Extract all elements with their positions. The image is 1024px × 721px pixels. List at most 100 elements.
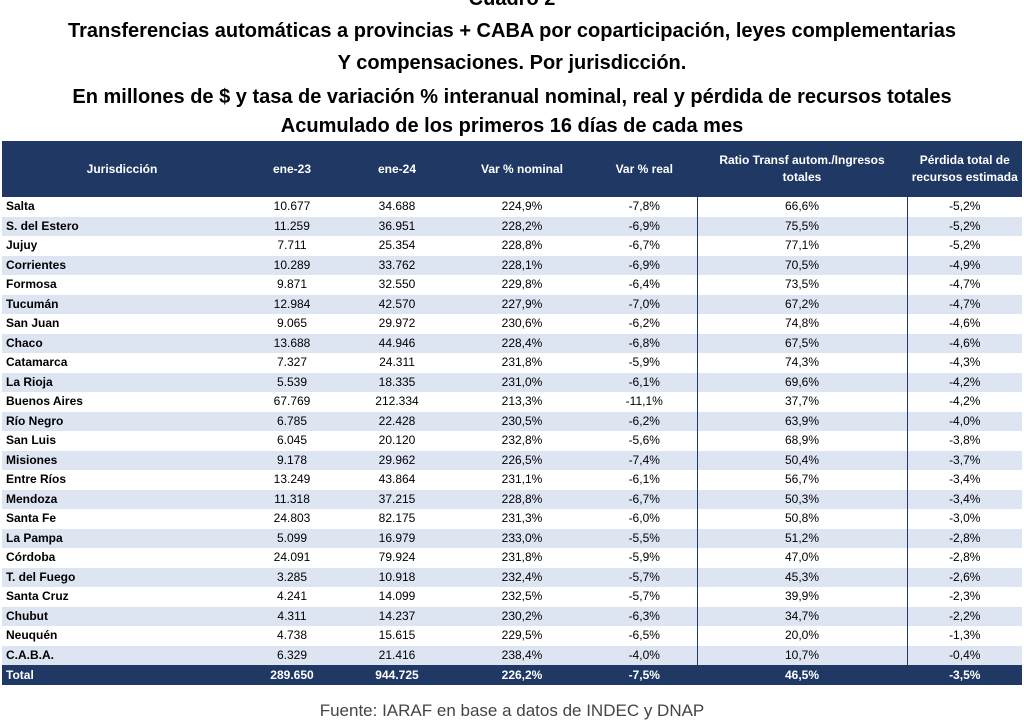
ene-23-cell: 67.769	[242, 392, 342, 412]
var-nominal-cell: 227,9%	[452, 294, 592, 314]
perdida-cell: -2,3%	[906, 587, 1022, 607]
transfers-table: Jurisdicción ene-23 ene-24 Var % nominal…	[2, 141, 1022, 685]
ene-23-cell: 5.539	[242, 372, 342, 392]
var-real-cell: -6,9%	[592, 216, 697, 236]
perdida-cell: -4,3%	[906, 353, 1022, 373]
var-real-cell: -6,7%	[592, 489, 697, 509]
ene-24-cell: 32.550	[342, 275, 452, 295]
ratio-cell: 56,7%	[696, 470, 907, 490]
var-real-cell: -5,6%	[592, 431, 697, 451]
var-nominal-cell: 238,4%	[452, 645, 592, 665]
perdida-cell: -0,4%	[906, 645, 1022, 665]
ene-24-cell: 33.762	[342, 255, 452, 275]
jurisdiction-cell: Chaco	[2, 333, 242, 353]
ene-24-cell: 36.951	[342, 216, 452, 236]
perdida-cell: -5,2%	[906, 236, 1022, 256]
ene-23-cell: 9.065	[242, 314, 342, 334]
perdida-cell: -3,4%	[906, 489, 1022, 509]
table-row: Santa Fe 24.803 82.175 231,3% -6,0% 50,8% -3,0…	[2, 509, 1022, 529]
table-row: Jujuy 7.711 25.354 228,8% -6,7% 77,1% -5,2%	[2, 236, 1022, 256]
table-row: Chaco 13.688 44.946 228,4% -6,8% 67,5% -4,6%	[2, 333, 1022, 353]
var-real-cell: -5,7%	[592, 567, 697, 587]
var-real-cell: -6,2%	[592, 411, 697, 431]
table-caption: Cuadro 2	[0, 0, 1024, 10]
ratio-cell: 74,3%	[696, 353, 907, 373]
ratio-cell: 51,2%	[696, 528, 907, 548]
col-header-var-nominal: Var % nominal	[452, 141, 592, 197]
total-cell: -7,5%	[592, 665, 697, 685]
ratio-cell: 75,5%	[696, 216, 907, 236]
total-cell: -3,5%	[906, 665, 1022, 685]
var-nominal-cell: 230,2%	[452, 606, 592, 626]
table-row: T. del Fuego 3.285 10.918 232,4% -5,7% 45,3% -…	[2, 567, 1022, 587]
jurisdiction-cell: San Juan	[2, 314, 242, 334]
total-cell: 226,2%	[452, 665, 592, 685]
perdida-cell: -4,7%	[906, 275, 1022, 295]
ene-23-cell: 11.318	[242, 489, 342, 509]
jurisdiction-cell: La Pampa	[2, 528, 242, 548]
ene-23-cell: 9.871	[242, 275, 342, 295]
table-row: San Juan 9.065 29.972 230,6% -6,2% 74,8% -4,6%	[2, 314, 1022, 334]
table-row: La Pampa 5.099 16.979 233,0% -5,5% 51,2% -2,8%	[2, 528, 1022, 548]
ene-23-cell: 4.241	[242, 587, 342, 607]
var-real-cell: -7,8%	[592, 197, 697, 217]
var-nominal-cell: 231,1%	[452, 470, 592, 490]
ene-23-cell: 10.289	[242, 255, 342, 275]
ene-24-cell: 10.918	[342, 567, 452, 587]
jurisdiction-cell: Santa Fe	[2, 509, 242, 529]
table-row: Río Negro 6.785 22.428 230,5% -6,2% 63,9% -4,0…	[2, 411, 1022, 431]
ene-24-cell: 43.864	[342, 470, 452, 490]
ratio-cell: 45,3%	[696, 567, 907, 587]
ratio-cell: 63,9%	[696, 411, 907, 431]
jurisdiction-cell: Córdoba	[2, 548, 242, 568]
var-nominal-cell: 232,8%	[452, 431, 592, 451]
ene-23-cell: 11.259	[242, 216, 342, 236]
title-line-4: Acumulado de los primeros 16 días de cad…	[280, 115, 744, 137]
jurisdiction-cell: Catamarca	[2, 353, 242, 373]
source-note: Fuente: IARAF en base a datos de INDEC y…	[319, 701, 705, 720]
ene-23-cell: 7.327	[242, 353, 342, 373]
perdida-cell: -3,8%	[906, 431, 1022, 451]
title-line-3: En millones de $ y tasa de variación % i…	[72, 86, 952, 108]
ene-23-cell: 6.045	[242, 431, 342, 451]
ratio-cell: 67,2%	[696, 294, 907, 314]
table-row: C.A.B.A. 6.329 21.416 238,4% -4,0% 10,7% -0,4%	[2, 645, 1022, 665]
jurisdiction-cell: S. del Estero	[2, 216, 242, 236]
table-row: Buenos Aires 67.769 212.334 213,3% -11,1% 37,…	[2, 392, 1022, 412]
table-row: Misiones 9.178 29.962 226,5% -7,4% 50,4% -3,7%	[2, 450, 1022, 470]
perdida-cell: -4,2%	[906, 392, 1022, 412]
var-nominal-cell: 224,9%	[452, 197, 592, 217]
table-row: Catamarca 7.327 24.311 231,8% -5,9% 74,3% -4,3…	[2, 353, 1022, 373]
jurisdiction-cell: Neuquén	[2, 626, 242, 646]
ene-23-cell: 5.099	[242, 528, 342, 548]
header-row: Jurisdicción ene-23 ene-24 Var % nominal…	[2, 141, 1022, 197]
var-nominal-cell: 231,8%	[452, 548, 592, 568]
ene-24-cell: 20.120	[342, 431, 452, 451]
ratio-cell: 39,9%	[696, 587, 907, 607]
perdida-cell: -5,2%	[906, 216, 1022, 236]
perdida-cell: -5,2%	[906, 197, 1022, 217]
perdida-cell: -2,2%	[906, 606, 1022, 626]
ratio-cell: 47,0%	[696, 548, 907, 568]
ratio-cell: 74,8%	[696, 314, 907, 334]
ene-23-cell: 24.091	[242, 548, 342, 568]
ene-24-cell: 16.979	[342, 528, 452, 548]
jurisdiction-cell: C.A.B.A.	[2, 645, 242, 665]
ene-23-cell: 3.285	[242, 567, 342, 587]
ene-23-cell: 4.738	[242, 626, 342, 646]
ene-23-cell: 9.178	[242, 450, 342, 470]
jurisdiction-cell: Jujuy	[2, 236, 242, 256]
var-real-cell: -6,5%	[592, 626, 697, 646]
perdida-cell: -3,7%	[906, 450, 1022, 470]
jurisdiction-cell: Chubut	[2, 606, 242, 626]
table-row: Salta 10.677 34.688 224,9% -7,8% 66,6% -5,2%	[2, 197, 1022, 217]
table-row: Córdoba 24.091 79.924 231,8% -5,9% 47,0% -2,8%	[2, 548, 1022, 568]
ratio-cell: 73,5%	[696, 275, 907, 295]
ene-24-cell: 15.615	[342, 626, 452, 646]
table-row: Corrientes 10.289 33.762 228,1% -6,9% 70,5% -4…	[2, 255, 1022, 275]
col-header-jurisdiccion: Jurisdicción	[2, 141, 242, 197]
var-real-cell: -6,9%	[592, 255, 697, 275]
jurisdiction-cell: Formosa	[2, 275, 242, 295]
var-real-cell: -6,0%	[592, 509, 697, 529]
ratio-cell: 77,1%	[696, 236, 907, 256]
